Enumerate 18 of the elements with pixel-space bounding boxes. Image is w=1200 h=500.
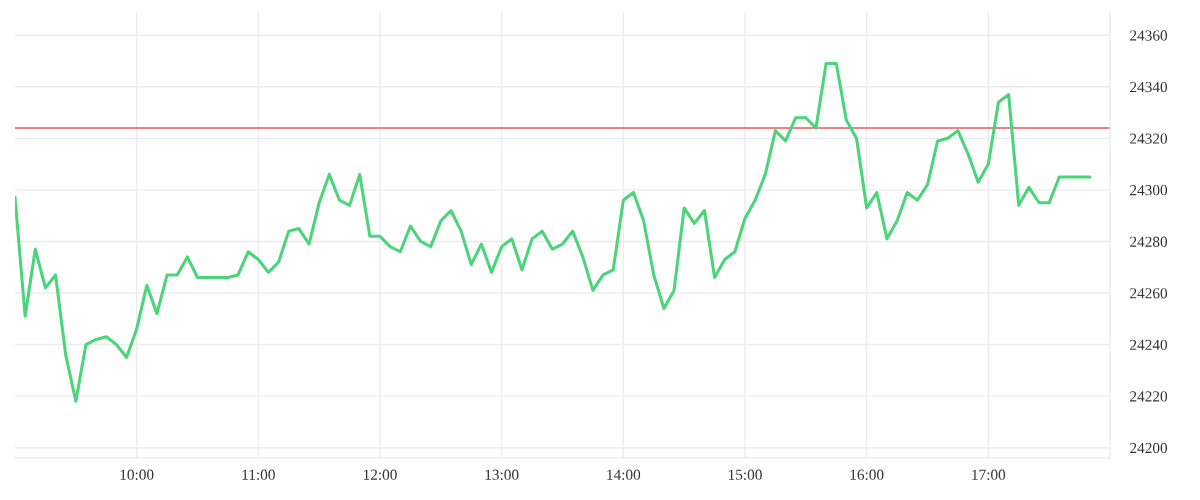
x-tick-label: 11:00 bbox=[242, 469, 275, 480]
x-tick-label: 16:00 bbox=[850, 469, 884, 480]
y-tick-label: 24280 bbox=[1130, 236, 1168, 247]
x-tick-label: 14:00 bbox=[607, 469, 641, 480]
y-tick-label: 24260 bbox=[1130, 288, 1168, 299]
y-tick-label: 24220 bbox=[1130, 391, 1168, 402]
x-tick-label: 10:00 bbox=[120, 469, 154, 480]
y-tick-label: 24200 bbox=[1130, 442, 1168, 454]
y-tick-label: 24240 bbox=[1130, 339, 1168, 351]
y-tick-label: 24300 bbox=[1130, 185, 1168, 196]
y-tick-label: 24320 bbox=[1130, 133, 1168, 144]
x-tick-label: 17:00 bbox=[972, 469, 1006, 480]
x-tick-label: 12:00 bbox=[363, 469, 397, 480]
line-series bbox=[15, 62, 1092, 403]
x-tick-label: 15:00 bbox=[728, 469, 762, 480]
y-tick-label: 24360 bbox=[1130, 30, 1168, 41]
x-tick-label: 13:00 bbox=[485, 469, 519, 480]
y-tick-label: 24340 bbox=[1130, 81, 1168, 93]
